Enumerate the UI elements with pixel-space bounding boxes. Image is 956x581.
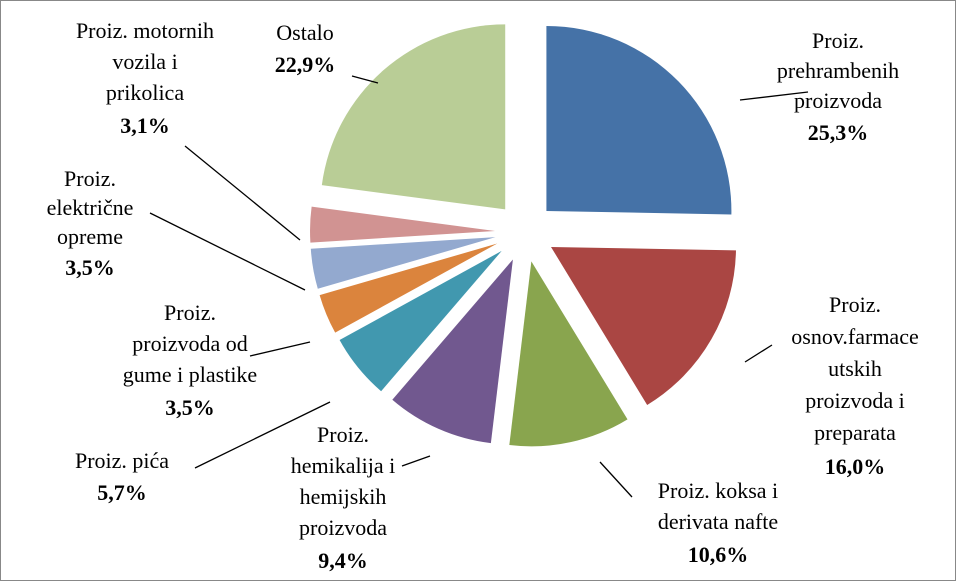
value-label: 9,4% bbox=[318, 548, 368, 573]
label-line: proizvoda bbox=[794, 88, 882, 113]
leader-line bbox=[401, 455, 431, 467]
value-label: 22,9% bbox=[275, 52, 336, 77]
label-line: Proiz. bbox=[812, 28, 864, 53]
label-line: Proiz. motornih bbox=[76, 18, 214, 43]
slice-label: Ostalo bbox=[276, 20, 333, 45]
value-label: 25,3% bbox=[808, 120, 869, 145]
leader-line bbox=[599, 461, 633, 498]
leader-line bbox=[744, 344, 773, 363]
label-line: proizvoda bbox=[299, 515, 387, 540]
slice-label: Proiz. pića bbox=[75, 448, 169, 473]
slice-label: Proiz. hemikalija i hemijskih proizvoda bbox=[291, 422, 395, 540]
slice-label: Proiz. motornih vozila i prikolica bbox=[76, 18, 214, 105]
leader-line bbox=[149, 212, 306, 291]
label-line: proizvoda i bbox=[805, 388, 905, 413]
label-line: prehrambenih bbox=[777, 58, 899, 83]
label-line: Proiz. bbox=[317, 422, 369, 447]
label-line: Proiz. bbox=[64, 166, 116, 191]
label-line: vozila i bbox=[112, 49, 177, 74]
slice-label: Proiz. proizvoda od gume i plastike bbox=[123, 300, 257, 387]
pie-slice bbox=[339, 250, 502, 392]
label-line: opreme bbox=[57, 224, 123, 249]
pie-slice bbox=[321, 24, 506, 210]
value-label: 3,5% bbox=[65, 255, 115, 280]
slice-label: Proiz. osnov.farmace utskih proizvoda i prep… bbox=[791, 292, 918, 445]
pie-slice bbox=[551, 246, 736, 405]
pie-slice bbox=[392, 259, 513, 444]
label-line: hemijskih bbox=[300, 484, 387, 509]
slice-label: Proiz. električne opreme bbox=[47, 166, 134, 249]
label-line: derivata nafte bbox=[658, 509, 778, 534]
label-line: proizvoda od bbox=[132, 331, 247, 356]
pie-slice bbox=[546, 25, 732, 215]
label-line: preparata bbox=[814, 420, 896, 445]
label-line: Ostalo bbox=[276, 20, 333, 45]
label-line: Proiz. koksa i bbox=[658, 478, 778, 503]
label-line: utskih bbox=[828, 356, 882, 381]
label-line: gume i plastike bbox=[123, 362, 257, 387]
leader-line bbox=[184, 145, 301, 241]
leader-line bbox=[351, 75, 379, 84]
label-line: Proiz. bbox=[829, 292, 881, 317]
value-label: 10,6% bbox=[688, 542, 749, 567]
label-line: prikolica bbox=[106, 80, 184, 105]
value-label: 3,1% bbox=[120, 113, 170, 138]
label-line: Proiz. bbox=[164, 300, 216, 325]
label-line: hemikalija i bbox=[291, 453, 395, 478]
pie-slice bbox=[319, 243, 498, 333]
label-line: Proiz. pića bbox=[75, 448, 169, 473]
value-label: 3,5% bbox=[165, 395, 215, 420]
leader-line bbox=[739, 91, 809, 101]
leader-line bbox=[194, 401, 331, 469]
pie-slice bbox=[310, 237, 496, 289]
label-line: osnov.farmace bbox=[791, 324, 918, 349]
slice-label: Proiz. prehrambenih proizvoda bbox=[777, 28, 899, 113]
slice-label: Proiz. koksa i derivata nafte bbox=[658, 478, 778, 534]
leader-line bbox=[249, 341, 311, 357]
label-line: električne bbox=[47, 195, 134, 220]
value-label: 16,0% bbox=[825, 454, 886, 479]
pie-slice bbox=[509, 261, 628, 447]
value-label: 5,7% bbox=[97, 480, 147, 505]
pie-slice bbox=[310, 206, 496, 243]
